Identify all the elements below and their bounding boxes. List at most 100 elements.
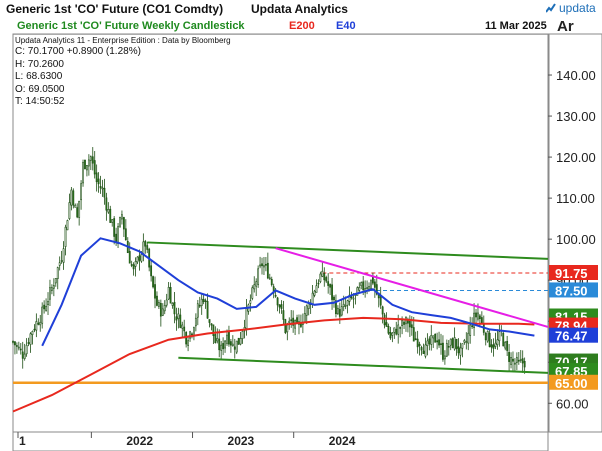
candle-body [494, 342, 497, 347]
candle-body [506, 340, 509, 351]
candle-body [412, 327, 415, 342]
candle-body [432, 335, 435, 339]
candle-body [76, 207, 79, 218]
candle-body [362, 281, 365, 291]
candle-body [124, 228, 127, 241]
candle-body [405, 317, 407, 325]
candle-body [486, 331, 489, 342]
candle-body [241, 330, 244, 339]
candle-body [352, 297, 355, 300]
candle-body [210, 323, 213, 326]
candle-body [33, 328, 36, 331]
candle-body [286, 324, 289, 333]
candle-body [47, 300, 49, 306]
candle-body [467, 332, 470, 344]
candle-body [290, 319, 293, 322]
candle-body [86, 165, 88, 171]
candle-body [389, 332, 392, 339]
candle-body [70, 189, 73, 206]
candle-body [257, 268, 260, 285]
candle-body [27, 342, 30, 344]
candle-body [25, 344, 28, 355]
candle-body [517, 359, 520, 362]
candle-body [424, 344, 427, 357]
candle-body [395, 328, 398, 335]
candle-body [115, 233, 118, 243]
candle-body [442, 342, 444, 360]
candle-body [502, 332, 505, 347]
price-tag-box [549, 374, 598, 390]
candle-body [515, 357, 518, 363]
candle-body [179, 314, 182, 328]
candle-body [208, 319, 211, 323]
y-tick-label: 110.00 [556, 191, 595, 206]
candle-body [434, 334, 437, 343]
candle-body [41, 306, 44, 324]
candle-body [445, 343, 448, 357]
candle-body [496, 339, 499, 346]
candle-body [158, 302, 160, 307]
candle-body [66, 220, 69, 231]
candle-body [82, 162, 84, 184]
candle-body [447, 345, 450, 348]
candle-body [284, 319, 287, 334]
candle-body [477, 312, 479, 320]
price-tag-label: 65.00 [555, 376, 588, 391]
candle-body [161, 308, 164, 316]
updata-logo-icon [546, 3, 556, 13]
candle-body [226, 334, 228, 344]
candle-body [99, 185, 102, 189]
candle-body [68, 202, 71, 219]
candle-body [21, 351, 24, 359]
candle-body [49, 287, 51, 300]
x-axis-ticks: 1 2022 2023 2024 [17, 432, 356, 448]
candle-body [140, 254, 143, 262]
candle-body [189, 331, 191, 339]
ema200-legend[interactable]: E200 [289, 20, 315, 32]
candle-body [17, 346, 20, 349]
candle-body [331, 284, 333, 300]
candle-body [375, 284, 378, 295]
candle-body [142, 241, 145, 255]
candle-body [451, 338, 454, 348]
candle-body [288, 320, 291, 324]
candle-body [89, 156, 92, 161]
candle-body [266, 262, 269, 279]
candle-body [366, 287, 368, 289]
ema40-legend[interactable]: E40 [336, 20, 356, 32]
candle-body [39, 321, 42, 326]
updata-logo: updata [546, 1, 596, 15]
candle-body [138, 255, 141, 261]
candle-body [393, 327, 396, 333]
candle-body [144, 241, 147, 247]
candle-body [173, 301, 176, 315]
candle-body [128, 251, 131, 264]
candle-body [119, 217, 121, 227]
candle-body [235, 340, 238, 353]
candle-body [436, 340, 439, 343]
candle-body [51, 287, 53, 291]
candle-body [43, 304, 46, 310]
candle-body [62, 248, 65, 263]
candle-body [428, 338, 431, 345]
price-tag-label: 76.47 [555, 329, 588, 344]
candle-body [261, 263, 263, 267]
candle-body [146, 245, 149, 250]
candle-body [103, 187, 106, 198]
candle-body [346, 300, 349, 306]
candles [12, 147, 526, 374]
candle-body [510, 357, 512, 365]
candle-body [113, 218, 116, 237]
candle-body [259, 264, 261, 267]
candle-body [239, 338, 242, 345]
candle-body [336, 307, 339, 314]
price-tag-box [549, 282, 598, 298]
candle-body [426, 340, 429, 346]
trendlines [147, 241, 549, 374]
candle-body [200, 298, 203, 306]
candle-body [498, 331, 501, 342]
candle-body [471, 325, 474, 327]
low-value: L: 68.6300 [15, 71, 63, 82]
candle-body [194, 317, 197, 327]
